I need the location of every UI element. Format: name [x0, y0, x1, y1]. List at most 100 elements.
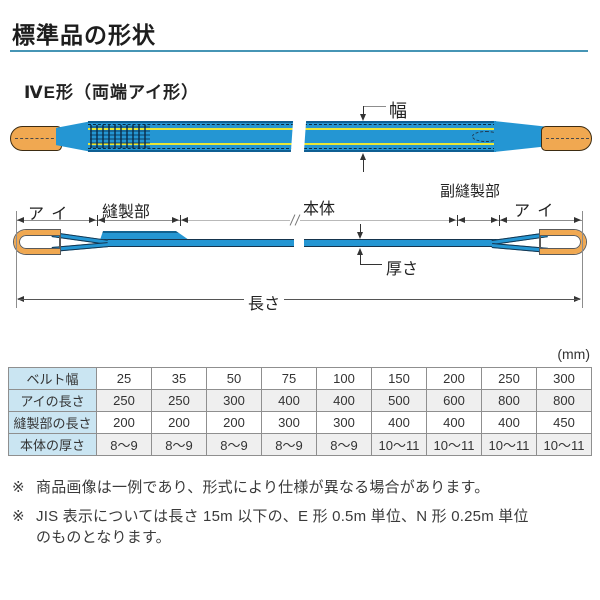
dim-arrow-right [172, 217, 179, 223]
value-cell: 10～11 [371, 433, 427, 456]
eye-centerline [15, 138, 59, 139]
thickness-label: 厚さ [386, 261, 419, 278]
spec-table-wrap: ベルト幅 25 35 50 75 100 150 200 250 300 アイの長さ 250 250 30… [8, 367, 592, 456]
title-underline [10, 50, 588, 52]
sewn-label: 縫製部 [102, 204, 151, 221]
dim-arrow-right [449, 217, 456, 223]
thickness-leader [360, 264, 382, 265]
extension-line-right [582, 211, 583, 308]
value-cell: 200 [426, 367, 482, 390]
dim-line-body-b [300, 220, 457, 221]
stitch-line [304, 124, 496, 125]
extension-line-left [16, 211, 17, 308]
value-cell: 400 [371, 411, 427, 434]
value-cell: 150 [371, 367, 427, 390]
value-cell: 75 [261, 367, 317, 390]
value-cell: 25 [96, 367, 152, 390]
value-cell: 10～11 [536, 433, 592, 456]
value-cell: 800 [481, 389, 537, 412]
stitch-line [304, 148, 496, 149]
value-cell: 500 [371, 389, 427, 412]
note-marker: ※ [12, 508, 25, 525]
value-cell: 8～9 [261, 433, 317, 456]
belt-side-right [304, 239, 500, 247]
dim-arrow-left [458, 217, 465, 223]
value-cell: 8～9 [151, 433, 207, 456]
eye-right-side [540, 230, 586, 254]
belt-side-left [100, 239, 294, 247]
dim-line-subsewn-eye [457, 220, 582, 221]
dim-arrow-left [181, 217, 188, 223]
width-label: 幅 [389, 101, 407, 121]
value-cell: 8～9 [316, 433, 372, 456]
note-item: ※ JIS 表示については長さ 15m 以下の、E 形 0.5m 単位、N 形 0… [12, 506, 588, 548]
value-cell: 400 [316, 389, 372, 412]
body-label: 本体 [303, 201, 336, 218]
dim-line-body-a [180, 220, 290, 221]
width-arrow-up [360, 153, 366, 160]
eye-centerline [546, 138, 589, 139]
dim-tick [97, 215, 98, 226]
value-cell: 300 [536, 367, 592, 390]
width-dim-line-top [363, 106, 364, 114]
dim-tick [457, 215, 458, 226]
value-cell: 200 [151, 411, 207, 434]
value-cell: 250 [96, 389, 152, 412]
eye-left-plan [10, 126, 62, 151]
table-row: 本体の厚さ 8～9 8～9 8～9 8～9 8～9 10～11 10～11 10～11 10～11 [8, 433, 592, 456]
table-row: 縫製部の長さ 200 200 200 300 300 400 400 400 450 [8, 411, 592, 434]
width-dim-line-bottom [363, 160, 364, 172]
value-cell: 800 [536, 389, 592, 412]
eye-strand [51, 242, 109, 252]
yellow-stripe [304, 128, 496, 130]
sewn-stitch-hatch [90, 125, 150, 148]
value-cell: 50 [206, 367, 262, 390]
dim-arrow-left [500, 217, 507, 223]
value-cell: 300 [206, 389, 262, 412]
table-row: アイの長さ 250 250 300 400 400 500 600 800 800 [8, 389, 592, 412]
value-cell: 200 [206, 411, 262, 434]
value-cell: 8～9 [96, 433, 152, 456]
note-marker: ※ [12, 479, 25, 496]
value-cell: 300 [316, 411, 372, 434]
value-cell: 250 [151, 389, 207, 412]
eye-right-plan [541, 126, 592, 151]
sewn-section-bump [100, 231, 189, 240]
table-row: ベルト幅 25 35 50 75 100 150 200 250 300 [8, 367, 592, 390]
value-cell: 35 [151, 367, 207, 390]
thickness-arrow-up [357, 248, 363, 255]
value-cell: 100 [316, 367, 372, 390]
eye-left-side [14, 230, 60, 254]
length-dim-line-b [284, 299, 580, 300]
yellow-stripe [88, 143, 294, 145]
dim-tick [499, 215, 500, 226]
dim-arrow-right [89, 217, 96, 223]
stitch-line [88, 148, 294, 149]
value-cell: 600 [426, 389, 482, 412]
belt-segment-right [304, 121, 496, 152]
taper-right [494, 121, 546, 152]
thickness-dim-bottom [360, 255, 361, 265]
section-heading: ⅣE形（両端アイ形） [24, 83, 200, 102]
dim-arrow-left [17, 217, 24, 223]
sub-sewn-label: 副縫製部 [440, 183, 501, 200]
yellow-stripe [304, 143, 496, 145]
row-header-cell: 縫製部の長さ [8, 411, 97, 434]
dim-arrow-right [574, 217, 581, 223]
value-cell: 250 [481, 367, 537, 390]
value-cell: 300 [261, 411, 317, 434]
value-cell: 8～9 [206, 433, 262, 456]
value-cell: 10～11 [481, 433, 537, 456]
length-label: 長さ [247, 296, 280, 313]
dim-tick [180, 215, 181, 226]
value-cell: 400 [481, 411, 537, 434]
value-cell: 400 [261, 389, 317, 412]
row-header-cell: ベルト幅 [8, 367, 97, 390]
eye-right-label: アイ [514, 203, 562, 220]
value-cell: 400 [426, 411, 482, 434]
note-text: JIS 表示については長さ 15m 以下の、E 形 0.5m 単位、N 形 0.… [36, 508, 529, 546]
thickness-arrow-down [357, 232, 363, 239]
value-cell: 200 [96, 411, 152, 434]
width-arrow-down [360, 114, 366, 121]
